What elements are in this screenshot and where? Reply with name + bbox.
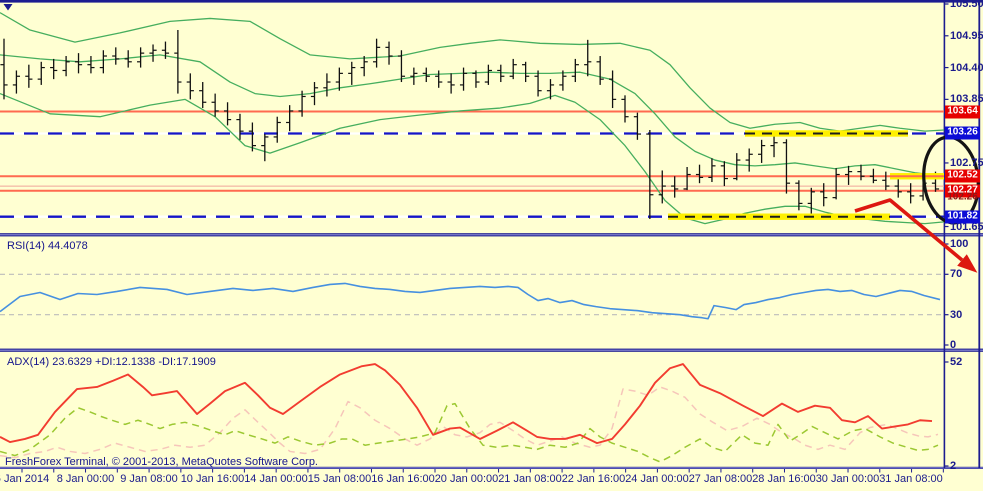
panel-separator-groove (0, 234, 983, 236)
panel-separator-groove (0, 349, 983, 351)
time-axis-label: 14 Jan 00:00 (244, 473, 308, 485)
rsi-scale-label: 0 (950, 339, 957, 351)
time-axis-label: 15 Jan 08:00 (307, 473, 372, 485)
rsi-scale-label: 30 (950, 308, 963, 321)
bollinger-lower-band (0, 92, 945, 225)
panel-separator-groove (0, 467, 983, 469)
price-badge-103.64: 103.64 (945, 105, 980, 118)
price-scale-label: 102.75 (950, 156, 983, 169)
price-badge-102.27: 102.27 (945, 184, 980, 198)
price-scale-border (943, 0, 946, 468)
main-panel-top-border (0, 0, 983, 3)
time-axis-label: 28 Jan 16:00 (752, 473, 816, 485)
rsi-scale-label: 100 (950, 238, 969, 250)
adx-scale-label: 52 (950, 356, 963, 368)
time-axis-label: 24 Jan 00:00 (625, 473, 689, 485)
annotation-arrow-head (957, 254, 978, 273)
down-arrow-marker (3, 4, 13, 11)
price-badge-103.26: 103.26 (945, 126, 980, 140)
adx-scale-label: 2 (950, 460, 957, 472)
time-axis-label: 6 Jan 2014 (0, 473, 50, 485)
price-scale-label: 104.95 (950, 29, 983, 42)
window-right-border (978, 0, 981, 468)
rsi-line (0, 282, 941, 320)
time-axis-label: 30 Jan 00:00 (815, 473, 880, 485)
copyright-text: FreshForex Terminal, © 2001-2013, MetaQu… (5, 456, 318, 468)
time-axis-label: 10 Jan 16:00 (180, 473, 245, 485)
time-axis-label: 9 Jan 08:00 (120, 473, 178, 485)
price-badge-102.52: 102.52 (945, 169, 980, 183)
highlight-zone (745, 130, 908, 137)
time-axis-label: 8 Jan 00:00 (56, 473, 115, 485)
price-badge-102.26: 102.26 (947, 191, 978, 203)
annotation-arrow-shaft (854, 198, 964, 262)
bollinger-upper-band (0, 12, 945, 132)
time-axis-label: 21 Jan 08:00 (498, 473, 562, 485)
adx-indicator-label: ADX(14) 23.6329 +DI:12.1338 -DI:17.1909 (7, 356, 216, 368)
price-scale-label: 101.65 (950, 220, 983, 233)
time-axis-label: 27 Jan 08:00 (688, 473, 753, 485)
bollinger-middle-band (0, 54, 945, 177)
adx-line (0, 363, 933, 445)
time-axis-label: 20 Jan 00:00 (434, 473, 499, 485)
price-scale-label: 105.50 (950, 0, 983, 10)
rsi-indicator-label: RSI(14) 44.4078 (7, 240, 88, 252)
time-axis-label: 31 Jan 08:00 (879, 473, 943, 485)
price-scale-label: 103.85 (950, 93, 983, 106)
price-badge-101.82: 101.82 (945, 210, 980, 224)
price-scale-label: 104.40 (950, 61, 983, 74)
time-axis-label: 16 Jan 16:00 (371, 473, 435, 485)
minus-di-line (0, 386, 939, 459)
rsi-scale-label: 70 (950, 268, 963, 281)
time-axis-label: 22 Jan 16:00 (561, 473, 626, 485)
